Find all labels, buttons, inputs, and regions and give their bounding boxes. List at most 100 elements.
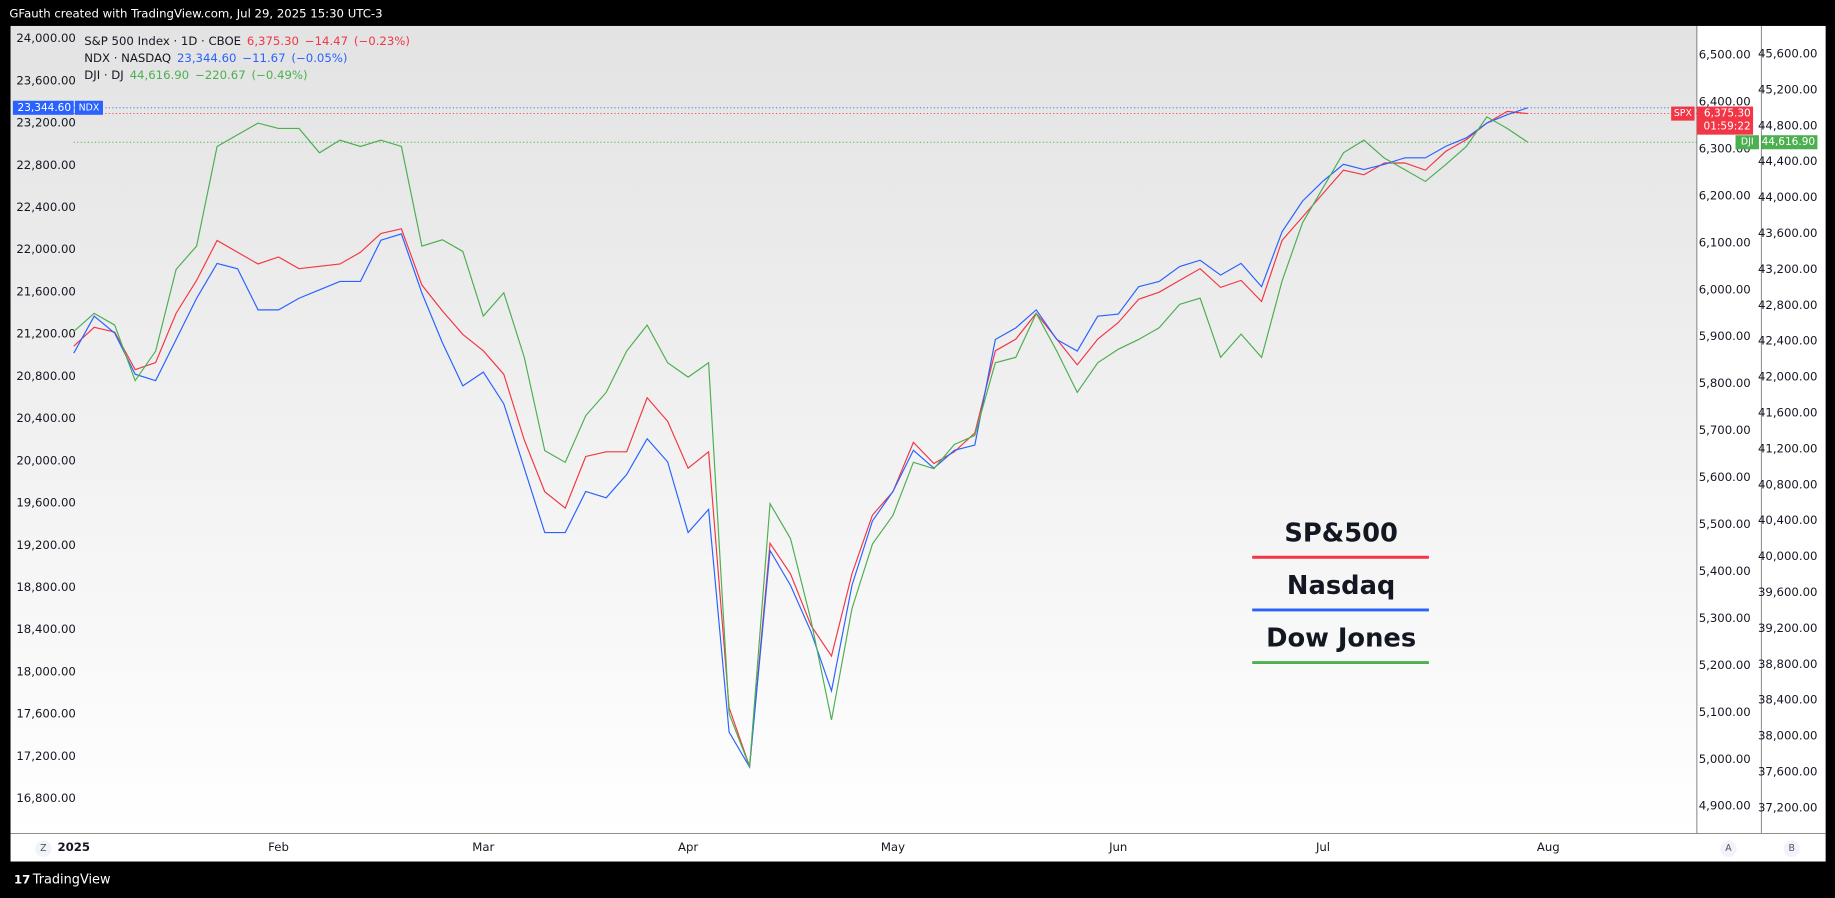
y3-tick-label: 42,000.00 bbox=[1758, 370, 1817, 384]
y3-tick-label: 43,600.00 bbox=[1758, 226, 1817, 240]
header: GFauth created with TradingView.com, Jul… bbox=[9, 7, 382, 21]
y2-tick-label: 6,200.00 bbox=[1699, 188, 1751, 202]
x-tick-label: May bbox=[881, 840, 905, 854]
price-tag bbox=[1761, 135, 1818, 150]
x-tick-label: Jul bbox=[1315, 840, 1330, 854]
symbol-tag bbox=[1671, 106, 1695, 121]
y-tick-label: 22,000.00 bbox=[16, 242, 75, 256]
button[interactable] bbox=[1783, 840, 1800, 857]
y2-tick-label: 5,900.00 bbox=[1699, 329, 1751, 343]
y3-tick-label: 45,200.00 bbox=[1758, 82, 1817, 96]
y2-tick-label: 6,100.00 bbox=[1699, 235, 1751, 249]
y3-tick-label: 39,600.00 bbox=[1758, 585, 1817, 599]
y-tick-label: 23,200.00 bbox=[16, 116, 75, 130]
y2-tick-label: 5,600.00 bbox=[1699, 470, 1751, 484]
logo: ⁠17 bbox=[14, 873, 30, 887]
price-tag-label: 44,616.90 bbox=[1762, 136, 1816, 148]
y3-tick-label: 42,800.00 bbox=[1758, 298, 1817, 312]
y3-tick-label: 43,200.00 bbox=[1758, 262, 1817, 276]
price-tag-label: 6,375.30 bbox=[1704, 108, 1751, 120]
y2-tick-label: 6,500.00 bbox=[1699, 48, 1751, 62]
legend-change: −14.47 bbox=[305, 34, 348, 48]
legend-change-pct: (−0.05%) bbox=[291, 51, 347, 65]
y-tick-label: 22,800.00 bbox=[16, 158, 75, 172]
button-label[interactable]: B bbox=[1788, 843, 1794, 854]
y2-tick-label: 5,200.00 bbox=[1699, 658, 1751, 672]
annotation-label: Dow Jones bbox=[1266, 624, 1416, 654]
y3-tick-label: 42,400.00 bbox=[1758, 334, 1817, 348]
y-tick-label: 18,000.00 bbox=[16, 664, 75, 678]
price-tag bbox=[1696, 106, 1754, 135]
series-line bbox=[73, 116, 1529, 767]
symbol-tag bbox=[1735, 135, 1759, 150]
legend-name: DJI · DJ bbox=[84, 68, 124, 82]
y2-tick-label: 6,400.00 bbox=[1699, 94, 1751, 108]
y2-tick-label: 5,800.00 bbox=[1699, 376, 1751, 390]
y-tick-label: 19,600.00 bbox=[16, 496, 75, 510]
y3-tick-label: 40,400.00 bbox=[1758, 513, 1817, 527]
y-tick-label: 24,000.00 bbox=[16, 31, 75, 45]
y-tick-label: 22,400.00 bbox=[16, 200, 75, 214]
countdown: 01:59:22 bbox=[1704, 120, 1751, 132]
y-tick-label: 16,800.00 bbox=[16, 791, 75, 805]
legend-name: NDX · NASDAQ bbox=[84, 51, 171, 65]
y3-tick-label: 44,400.00 bbox=[1758, 154, 1817, 168]
legend-change-pct: (−0.49%) bbox=[252, 68, 308, 82]
plot-area bbox=[10, 25, 1697, 834]
y2-tick-label: 5,500.00 bbox=[1699, 517, 1751, 531]
legend-change-pct: (−0.23%) bbox=[354, 34, 410, 48]
y3-tick-label: 38,000.00 bbox=[1758, 729, 1817, 743]
symbol-tag-label: DJI bbox=[1741, 137, 1754, 148]
y-tick-label: 23,600.00 bbox=[16, 73, 75, 87]
price-tag bbox=[12, 100, 74, 115]
y2-tick-label: 5,300.00 bbox=[1699, 611, 1751, 625]
x-tick-label: Aug bbox=[1537, 840, 1560, 854]
legend-value: 44,616.90 bbox=[130, 68, 189, 82]
button[interactable] bbox=[35, 840, 52, 857]
y3-tick-label: 39,200.00 bbox=[1758, 621, 1817, 635]
legend-value: 6,375.30 bbox=[247, 34, 299, 48]
y-tick-label: 19,200.00 bbox=[16, 538, 75, 552]
button-label[interactable]: A bbox=[1725, 843, 1732, 854]
y3-tick-label: 38,800.00 bbox=[1758, 657, 1817, 671]
y3-tick-label: 45,600.00 bbox=[1758, 47, 1817, 61]
symbol-tag-label: SPX bbox=[1674, 108, 1693, 119]
price-tag-label: 23,344.60 bbox=[18, 102, 72, 114]
y2-tick-label: 6,000.00 bbox=[1699, 282, 1751, 296]
series-line bbox=[73, 107, 1528, 769]
y-tick-label: 18,800.00 bbox=[16, 580, 75, 594]
x-tick-label: Apr bbox=[678, 840, 698, 854]
layer: 16,800.00 17,200.00 17,600.00 18,000.00 18,4… bbox=[12, 31, 1818, 857]
annotation-label: SP&500 bbox=[1284, 518, 1398, 548]
legend-value: 23,344.60 bbox=[177, 51, 236, 65]
footer: TradingView bbox=[32, 873, 111, 888]
x-tick-label: 2025 bbox=[57, 840, 90, 854]
y3-tick-label: 38,400.00 bbox=[1758, 693, 1817, 707]
y3-tick-label: 37,200.00 bbox=[1758, 800, 1817, 814]
button[interactable] bbox=[1720, 840, 1737, 857]
y-tick-label: 17,600.00 bbox=[16, 707, 75, 721]
y3-tick-label: 40,000.00 bbox=[1758, 549, 1817, 563]
legend-entry: DJI · DJ 44,616.90 −220.67 (−0.49%) bbox=[84, 68, 307, 82]
legend-name: S&P 500 Index · 1D · CBOE bbox=[84, 34, 241, 48]
x-tick-label: Mar bbox=[472, 840, 494, 854]
y2-tick-label: 5,700.00 bbox=[1699, 423, 1751, 437]
x-axis bbox=[10, 833, 1826, 862]
y2-tick-label: 5,100.00 bbox=[1699, 705, 1751, 719]
y2-tick-label: 5,400.00 bbox=[1699, 564, 1751, 578]
x-tick-label: Jun bbox=[1108, 840, 1127, 854]
y3-tick-label: 37,600.00 bbox=[1758, 764, 1817, 778]
y3-tick-label: 41,200.00 bbox=[1758, 441, 1817, 455]
x-tick-label: Feb bbox=[268, 840, 289, 854]
legend-change: −220.67 bbox=[195, 68, 246, 82]
symbol-tag bbox=[74, 100, 103, 115]
y3-tick-label: 40,800.00 bbox=[1758, 477, 1817, 491]
series-line bbox=[73, 110, 1528, 767]
annotation-label: Nasdaq bbox=[1287, 571, 1395, 601]
y-tick-label: 21,600.00 bbox=[16, 284, 75, 298]
symbol-tag-label: NDX bbox=[79, 102, 100, 113]
y-tick-label: 18,400.00 bbox=[16, 622, 75, 636]
y-tick-label: 20,400.00 bbox=[16, 411, 75, 425]
legend-entry: S&P 500 Index · 1D · CBOE 6,375.30 −14.47 (… bbox=[84, 34, 410, 48]
button-label[interactable]: Z bbox=[40, 843, 46, 854]
